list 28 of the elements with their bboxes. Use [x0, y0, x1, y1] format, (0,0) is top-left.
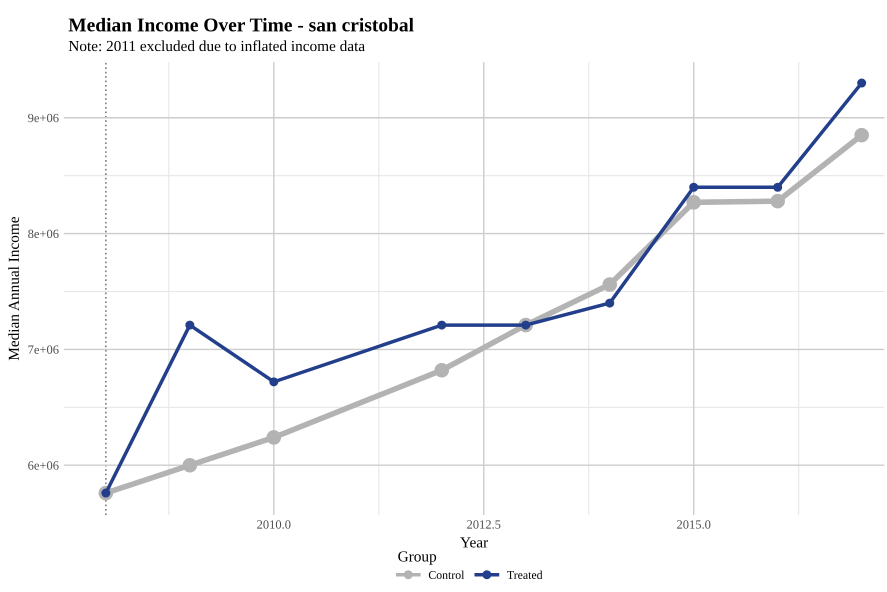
point: [854, 128, 869, 142]
y-tick-label: 9e+06: [28, 114, 59, 122]
legend-label: Treated: [507, 570, 542, 579]
chart-subtitle: Note: 2011 excluded due to inflated income data: [68, 40, 365, 52]
point: [602, 277, 618, 292]
point: [266, 430, 282, 445]
y-tick-label: 6e+06: [28, 461, 59, 470]
point: [185, 320, 194, 330]
point: [770, 194, 785, 208]
point: [689, 182, 698, 192]
point: [857, 78, 866, 88]
point: [773, 182, 782, 192]
point: [437, 320, 446, 330]
y-axis-title: Median Annual Income: [8, 217, 19, 360]
x-tick-label: 2012.5: [467, 520, 500, 529]
x-axis-title: Year: [460, 537, 488, 548]
legend-title: Group: [398, 551, 436, 565]
y-tick-label: 7e+06: [28, 345, 59, 354]
x-tick-label: 2015.0: [677, 520, 710, 529]
point: [269, 377, 278, 386]
point: [686, 195, 701, 210]
point: [434, 362, 450, 378]
point: [605, 298, 614, 308]
x-tick-label: 2010.0: [257, 520, 291, 529]
point: [182, 458, 198, 473]
chart-title: Median Income Over Time - san cristobal: [68, 18, 414, 32]
y-tick-label: 8e+06: [28, 230, 59, 238]
legend-label: Control: [428, 570, 464, 579]
